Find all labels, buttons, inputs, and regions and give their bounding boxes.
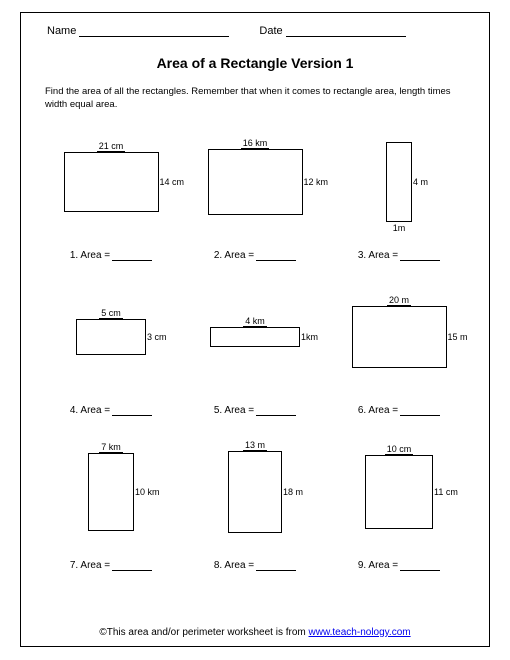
answer-label: 2. Area = bbox=[214, 250, 254, 261]
dimension-top: 20 m bbox=[353, 295, 446, 306]
rectangle-shape: 16 km12 km bbox=[208, 149, 303, 215]
rectangle-wrap: 10 cm11 cm bbox=[365, 446, 433, 538]
answer-blank[interactable] bbox=[400, 561, 440, 571]
instructions: Find the area of all the rectangles. Rem… bbox=[39, 85, 471, 112]
problem-cell: 4 m1m3. Area = bbox=[327, 132, 471, 287]
answer-line: 5. Area = bbox=[214, 405, 296, 416]
answer-line: 4. Area = bbox=[70, 405, 152, 416]
dimension-right: 18 m bbox=[283, 487, 311, 497]
dimension-right: 10 km bbox=[135, 487, 163, 497]
rectangle-shape: 7 km10 km bbox=[88, 453, 134, 531]
answer-label: 7. Area = bbox=[70, 560, 110, 571]
problem-cell: 4 km1km5. Area = bbox=[183, 287, 327, 442]
answer-label: 9. Area = bbox=[358, 560, 398, 571]
rectangle-shape: 20 m15 m bbox=[352, 306, 447, 368]
rectangle-shape: 21 cm14 cm bbox=[64, 152, 159, 212]
dimension-top-label: 21 cm bbox=[97, 141, 126, 152]
dimension-top: 10 cm bbox=[366, 444, 432, 455]
dimension-right: 1km bbox=[301, 332, 329, 342]
dimension-top: 5 cm bbox=[77, 308, 145, 319]
answer-label: 3. Area = bbox=[358, 250, 398, 261]
answer-line: 2. Area = bbox=[214, 250, 296, 261]
dimension-top: 7 km bbox=[89, 442, 133, 453]
answer-line: 9. Area = bbox=[358, 560, 440, 571]
answer-blank[interactable] bbox=[112, 251, 152, 261]
footer: ©This area and/or perimeter worksheet is… bbox=[21, 627, 489, 638]
answer-blank[interactable] bbox=[400, 251, 440, 261]
date-blank[interactable] bbox=[286, 25, 406, 37]
dimension-right: 11 cm bbox=[434, 487, 462, 497]
answer-blank[interactable] bbox=[256, 251, 296, 261]
problem-cell: 20 m15 m 6. Area = bbox=[327, 287, 471, 442]
footer-link[interactable]: www.teach-nology.com bbox=[309, 627, 411, 638]
rectangle-shape: 4 km1km bbox=[210, 327, 300, 347]
answer-label: 8. Area = bbox=[214, 560, 254, 571]
name-blank[interactable] bbox=[79, 25, 229, 37]
answer-label: 5. Area = bbox=[214, 405, 254, 416]
dimension-top-label: 16 km bbox=[241, 138, 270, 149]
dimension-right: 15 m bbox=[448, 332, 476, 342]
name-label: Name bbox=[47, 25, 76, 37]
dimension-top: 13 m bbox=[229, 440, 281, 451]
rectangle-wrap: 4 m1m bbox=[386, 136, 412, 228]
problem-cell: 16 km12 km 2. Area = bbox=[183, 132, 327, 287]
dimension-top-label: 7 km bbox=[99, 442, 123, 453]
header: Name Date bbox=[39, 25, 471, 37]
footer-text: ©This area and/or perimeter worksheet is… bbox=[99, 627, 308, 638]
rectangle-shape: 5 cm3 cm bbox=[76, 319, 146, 355]
dimension-top-label: 5 cm bbox=[99, 308, 123, 319]
page-title: Area of a Rectangle Version 1 bbox=[39, 55, 471, 71]
rectangle-wrap: 4 km1km bbox=[210, 291, 300, 383]
answer-label: 4. Area = bbox=[70, 405, 110, 416]
answer-blank[interactable] bbox=[112, 406, 152, 416]
dimension-top-label: 4 km bbox=[243, 316, 267, 327]
rectangle-shape: 13 m18 m bbox=[228, 451, 282, 533]
dimension-right: 4 m bbox=[413, 177, 441, 187]
date-field: Date bbox=[259, 25, 405, 37]
answer-label: 1. Area = bbox=[70, 250, 110, 261]
answer-line: 1. Area = bbox=[70, 250, 152, 261]
worksheet-page: Name Date Area of a Rectangle Version 1 … bbox=[20, 12, 490, 647]
dimension-top: 4 km bbox=[211, 316, 299, 327]
answer-label: 6. Area = bbox=[358, 405, 398, 416]
problem-cell: 10 cm11 cm9. Area = bbox=[327, 442, 471, 597]
problem-cell: 5 cm3 cm4. Area = bbox=[39, 287, 183, 442]
dimension-top: 16 km bbox=[209, 138, 302, 149]
answer-blank[interactable] bbox=[400, 406, 440, 416]
dimension-top: 21 cm bbox=[65, 141, 158, 152]
problem-grid: 21 cm14 cm 1. Area = 16 km12 km 2. Area = 4 … bbox=[39, 132, 471, 597]
rectangle-wrap: 5 cm3 cm bbox=[76, 291, 146, 383]
problem-cell: 13 m18 m8. Area = bbox=[183, 442, 327, 597]
rectangle-wrap: 20 m15 m bbox=[352, 291, 447, 383]
answer-blank[interactable] bbox=[112, 561, 152, 571]
dimension-top-label: 13 m bbox=[243, 440, 267, 451]
dimension-top-label: 10 cm bbox=[385, 444, 414, 455]
answer-blank[interactable] bbox=[256, 561, 296, 571]
rectangle-wrap: 21 cm14 cm bbox=[64, 136, 159, 228]
rectangle-wrap: 16 km12 km bbox=[208, 136, 303, 228]
answer-line: 7. Area = bbox=[70, 560, 152, 571]
date-label: Date bbox=[259, 25, 282, 37]
name-field: Name bbox=[47, 25, 229, 37]
answer-line: 6. Area = bbox=[358, 405, 440, 416]
rectangle-wrap: 7 km10 km bbox=[88, 446, 134, 538]
problem-cell: 7 km10 km7. Area = bbox=[39, 442, 183, 597]
rectangle-shape: 4 m1m bbox=[386, 142, 412, 222]
dimension-top-label: 20 m bbox=[387, 295, 411, 306]
dimension-right: 3 cm bbox=[147, 332, 175, 342]
answer-line: 8. Area = bbox=[214, 560, 296, 571]
answer-blank[interactable] bbox=[256, 406, 296, 416]
rectangle-wrap: 13 m18 m bbox=[228, 446, 282, 538]
dimension-bottom: 1m bbox=[387, 223, 411, 233]
rectangle-shape: 10 cm11 cm bbox=[365, 455, 433, 529]
problem-cell: 21 cm14 cm 1. Area = bbox=[39, 132, 183, 287]
answer-line: 3. Area = bbox=[358, 250, 440, 261]
